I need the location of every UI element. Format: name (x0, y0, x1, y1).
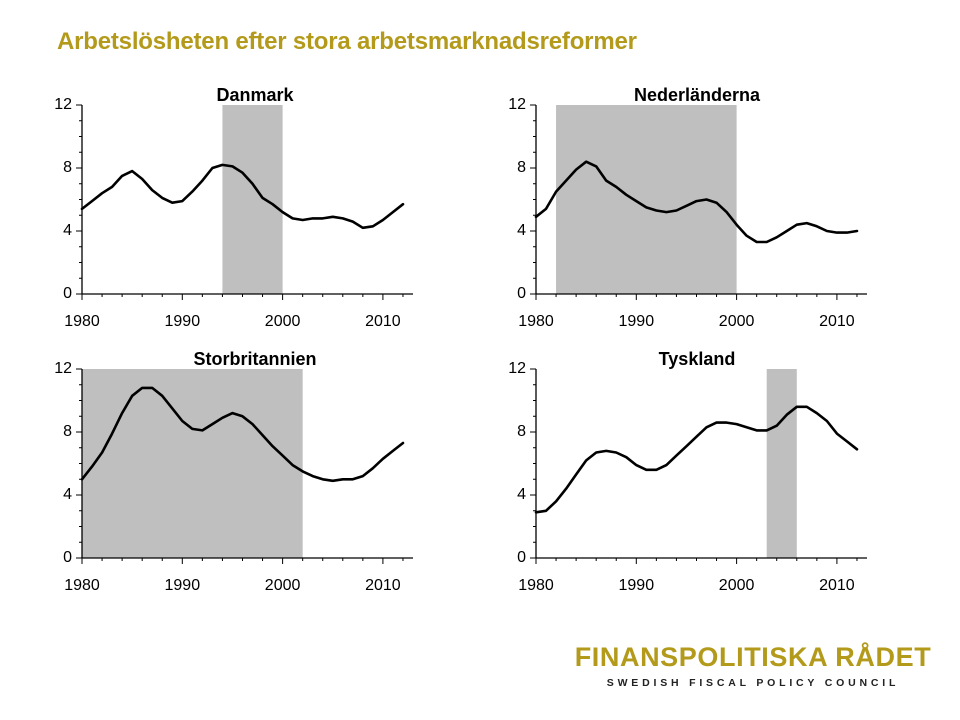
panel-title: Nederländerna (634, 85, 761, 105)
y-tick-label: 0 (63, 549, 72, 566)
x-tick-label: 2000 (265, 577, 301, 594)
y-tick-label: 4 (517, 222, 526, 239)
x-tick-label: 1980 (64, 577, 100, 594)
page-title: Arbetslösheten efter stora arbetsmarknad… (57, 28, 637, 55)
y-tick-label: 8 (517, 423, 526, 440)
x-tick-label: 1990 (619, 313, 655, 330)
y-tick-label: 4 (63, 486, 72, 503)
unemployment-line (80, 386, 405, 483)
reform-period-shade (82, 369, 303, 558)
unemployment-line (534, 160, 859, 244)
logo-name: FINANSPOLITISKA RÅDET (574, 642, 932, 672)
x-tick-label: 2000 (719, 313, 755, 330)
y-tick-label: 8 (63, 159, 72, 176)
x-tick-label: 1990 (165, 577, 201, 594)
y-tick-label: 12 (54, 96, 72, 113)
y-tick-label: 4 (517, 486, 526, 503)
y-tick-label: 8 (517, 159, 526, 176)
y-tick-label: 12 (54, 360, 72, 377)
x-tick-label: 1980 (518, 577, 554, 594)
unemployment-line (534, 405, 859, 514)
y-tick-label: 0 (517, 285, 526, 302)
panel-title: Danmark (216, 85, 294, 105)
logo-subtitle: SWEDISH FISCAL POLICY COUNCIL (606, 677, 900, 689)
x-tick-label: 2010 (365, 577, 401, 594)
x-tick-label: 2000 (265, 313, 301, 330)
x-tick-label: 2010 (819, 577, 855, 594)
reform-period-shade (222, 105, 283, 294)
x-tick-label: 1980 (518, 313, 554, 330)
x-tick-label: 1980 (64, 313, 100, 330)
y-tick-label: 8 (63, 423, 72, 440)
panel-title: Tyskland (659, 349, 736, 369)
y-tick-label: 12 (508, 96, 526, 113)
unemployment-line (80, 163, 405, 230)
y-tick-label: 0 (517, 549, 526, 566)
x-tick-label: 1990 (619, 577, 655, 594)
x-tick-label: 2000 (719, 577, 755, 594)
panel-title: Storbritannien (193, 349, 316, 369)
x-tick-label: 2010 (819, 313, 855, 330)
reform-period-shade (766, 369, 797, 558)
x-tick-label: 2010 (365, 313, 401, 330)
y-tick-label: 12 (508, 360, 526, 377)
x-tick-label: 1990 (165, 313, 201, 330)
y-tick-label: 0 (63, 285, 72, 302)
logo: FINANSPOLITISKA RÅDET SWEDISH FISCAL POL… (570, 642, 936, 690)
y-tick-label: 4 (63, 222, 72, 239)
